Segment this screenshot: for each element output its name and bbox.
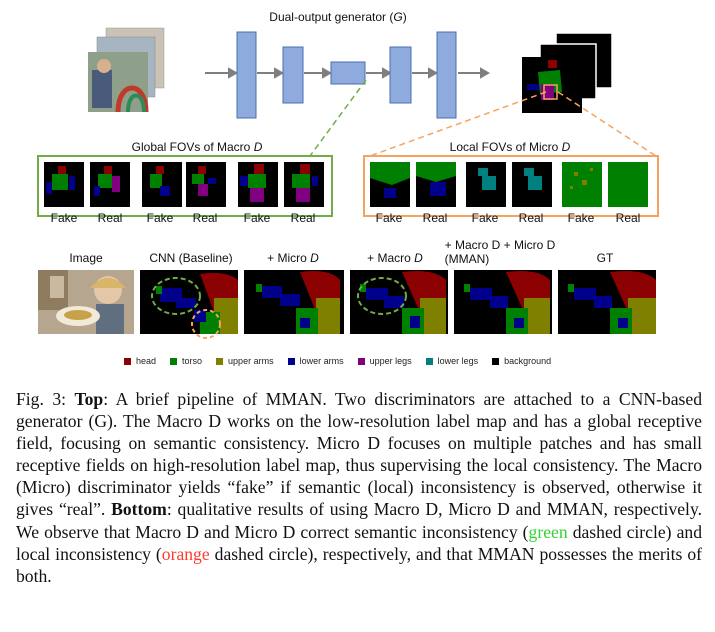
result-cnn-baseline	[140, 270, 238, 339]
legend-swatch-lower-arms	[287, 357, 295, 365]
local-label-4: Real	[518, 211, 544, 225]
result-mman	[454, 270, 552, 334]
caption-bottom-text-3: dashed circle), respectively, and that M…	[16, 543, 702, 586]
caption-green-word: green	[528, 521, 568, 542]
global-fov-box	[37, 155, 333, 217]
local-fov-thumbnails	[370, 162, 648, 207]
global-label-3: Fake	[146, 211, 174, 225]
column-header-mman-line2: (MMAN)	[444, 252, 490, 266]
legend-label-lower-legs: lower legs	[437, 356, 479, 366]
column-header-image: Image	[69, 251, 103, 265]
caption-orange-word: orange	[161, 543, 210, 564]
column-header-macro: + Macro D	[367, 251, 423, 265]
legend-label-lower-arms: lower arms	[299, 356, 344, 366]
caption-fig-label: Fig. 3:	[16, 389, 75, 409]
caption-bottom-text-2: dashed circle) and local inconsistency (	[16, 521, 703, 564]
global-label-2: Real	[97, 211, 123, 225]
local-label-3: Fake	[471, 211, 499, 225]
legend-item-background: background	[492, 356, 551, 366]
caption-bottom-text-1: : qualitative results of using Macro D, …	[16, 499, 702, 542]
column-header-mman: + Macro D + Micro D (MMAN)	[445, 238, 556, 266]
legend-label-background: background	[504, 356, 552, 366]
decoder-block-2	[436, 31, 457, 119]
legend-label-torso: torso	[182, 356, 203, 366]
pipeline-arrows	[205, 67, 491, 79]
global-label-5: Fake	[243, 211, 271, 225]
encoder-block-1	[236, 31, 257, 119]
legend-item-lower-arms: lower arms	[287, 356, 344, 366]
decoder-block-1	[389, 46, 412, 104]
input-image-stack	[88, 27, 165, 113]
figure: Dual-output generator (G) Global FOVs of…	[37, 10, 659, 366]
generator-label: Dual-output generator (G)	[269, 10, 406, 24]
legend-label-upper-legs: upper legs	[369, 356, 412, 366]
legend-label-head: head	[136, 356, 157, 366]
result-micro-d	[244, 270, 344, 334]
qualitative-results	[38, 270, 656, 339]
local-fov-guide-left	[369, 91, 547, 157]
global-fov-label-var: D	[253, 140, 263, 154]
local-label-1: Fake	[375, 211, 403, 225]
global-fov-thumbnails	[44, 162, 324, 207]
legend-item-upper-arms: upper arms	[216, 356, 274, 366]
global-label-4: Real	[192, 211, 218, 225]
local-fov-label-prefix: Local FOVs of Micro	[449, 140, 562, 154]
local-label-2: Real	[422, 211, 448, 225]
global-fov-label: Global FOVs of Macro D	[132, 140, 263, 154]
legend-swatch-torso	[170, 357, 178, 365]
local-fov-label: Local FOVs of Micro D	[450, 140, 571, 154]
local-fov-box	[363, 155, 659, 217]
encoder-block-2	[282, 46, 304, 104]
column-header-gt: GT	[596, 251, 614, 265]
column-header-micro-prefix: + Micro	[267, 251, 311, 265]
column-header-mman-line1: + Macro D + Micro D	[444, 238, 556, 252]
global-fov-guide	[309, 79, 367, 157]
legend-swatch-upper-legs	[357, 357, 365, 365]
legend-swatch-background	[492, 357, 500, 365]
column-header-macro-prefix: + Macro	[367, 251, 415, 265]
generator-blocks	[236, 31, 457, 119]
legend: head torso upper arms lower arms upper l…	[124, 356, 551, 366]
legend-swatch-head	[124, 357, 131, 365]
caption-top-text: : A brief pipeline of MMAN. Two discrimi…	[16, 389, 702, 520]
legend-item-torso: torso	[170, 356, 202, 366]
legend-swatch-upper-arms	[216, 357, 224, 365]
global-label-6: Real	[290, 211, 316, 225]
column-header-micro: + Micro D	[267, 251, 319, 265]
generator-label-suffix: )	[402, 10, 407, 24]
column-header-macro-var: D	[414, 251, 423, 265]
column-header-baseline: CNN (Baseline)	[149, 251, 233, 265]
legend-item-lower-legs: lower legs	[425, 356, 479, 366]
result-ground-truth	[558, 270, 656, 334]
input-photo	[38, 270, 134, 334]
legend-label-upper-arms: upper arms	[228, 356, 274, 366]
legend-swatch-lower-legs	[425, 357, 433, 365]
caption-top-bold: Top	[74, 389, 104, 409]
legend-item-head: head	[124, 356, 156, 366]
global-label-1: Fake	[50, 211, 78, 225]
local-label-6: Real	[615, 211, 641, 225]
local-label-5: Fake	[567, 211, 595, 225]
generator-label-prefix: Dual-output generator (	[269, 10, 394, 24]
caption-bottom-bold: Bottom	[111, 499, 167, 520]
legend-item-upper-legs: upper legs	[357, 356, 412, 366]
figure-caption: Fig. 3: Top: A brief pipeline of MMAN. T…	[16, 388, 702, 587]
result-macro-d	[350, 270, 448, 334]
output-label-maps	[522, 32, 613, 113]
generator-label-var: G	[393, 10, 403, 24]
column-header-micro-var: D	[310, 251, 319, 265]
global-fov-label-prefix: Global FOVs of Macro	[131, 140, 254, 154]
pipeline-diagram	[37, 27, 659, 217]
local-fov-label-var: D	[561, 140, 571, 154]
bottleneck-block	[330, 61, 366, 85]
